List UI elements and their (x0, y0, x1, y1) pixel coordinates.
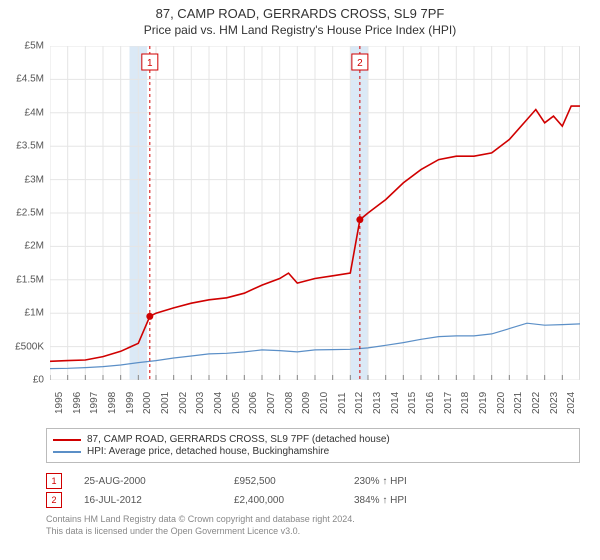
y-tick-label: £4.5M (16, 74, 44, 85)
svg-text:1: 1 (147, 58, 153, 69)
x-tick-label: 2006 (248, 392, 259, 414)
x-tick-label: 2014 (390, 392, 401, 414)
footer-line-2: This data is licensed under the Open Gov… (46, 526, 580, 538)
x-tick-label: 2023 (549, 392, 560, 414)
sale-marker-1: 1 (46, 473, 62, 489)
titles: 87, CAMP ROAD, GERRARDS CROSS, SL9 7PF P… (0, 0, 600, 37)
x-tick-label: 1999 (125, 392, 136, 414)
x-tick-label: 2015 (407, 392, 418, 414)
x-tick-label: 1997 (89, 392, 100, 414)
y-tick-label: £3.5M (16, 141, 44, 152)
y-tick-label: £1M (25, 308, 44, 319)
x-tick-label: 2018 (460, 392, 471, 414)
x-tick-label: 2003 (195, 392, 206, 414)
title-sub: Price paid vs. HM Land Registry's House … (0, 23, 600, 37)
x-tick-label: 2013 (372, 392, 383, 414)
x-tick-label: 2012 (354, 392, 365, 414)
sales-row-1: 1 25-AUG-2000 £952,500 230% ↑ HPI (46, 473, 580, 489)
legend-label-2: HPI: Average price, detached house, Buck… (87, 446, 329, 457)
x-tick-label: 2022 (531, 392, 542, 414)
footer-line-1: Contains HM Land Registry data © Crown c… (46, 514, 580, 526)
sales-table: 1 25-AUG-2000 £952,500 230% ↑ HPI 2 16-J… (46, 470, 580, 511)
x-tick-label: 1996 (72, 392, 83, 414)
sale-price-1: £952,500 (234, 476, 354, 487)
x-tick-label: 2004 (213, 392, 224, 414)
legend-swatch-2 (53, 451, 81, 453)
sale-price-2: £2,400,000 (234, 495, 354, 506)
y-tick-label: £3M (25, 174, 44, 185)
y-tick-label: £2.5M (16, 208, 44, 219)
x-tick-label: 2005 (231, 392, 242, 414)
svg-text:2: 2 (357, 58, 363, 69)
chart-svg: 12 (50, 46, 580, 380)
legend-row-1: 87, CAMP ROAD, GERRARDS CROSS, SL9 7PF (… (53, 434, 573, 445)
y-tick-label: £0 (33, 375, 44, 386)
chart-container: 87, CAMP ROAD, GERRARDS CROSS, SL9 7PF P… (0, 0, 600, 560)
sales-row-2: 2 16-JUL-2012 £2,400,000 384% ↑ HPI (46, 492, 580, 508)
legend-row-2: HPI: Average price, detached house, Buck… (53, 446, 573, 457)
y-axis-labels: £0£500K£1M£1.5M£2M£2.5M£3M£3.5M£4M£4.5M£… (0, 46, 48, 380)
y-tick-label: £5M (25, 41, 44, 52)
x-tick-label: 2007 (266, 392, 277, 414)
sale-marker-2: 2 (46, 492, 62, 508)
x-axis-labels: 1995 1996 1997 1998 1999 2000 2001 2002 2003 2004… (50, 382, 580, 432)
sale-date-2: 16-JUL-2012 (84, 495, 234, 506)
y-tick-label: £1.5M (16, 274, 44, 285)
x-tick-label: 2011 (337, 392, 348, 414)
sale-date-1: 25-AUG-2000 (84, 476, 234, 487)
footer: Contains HM Land Registry data © Crown c… (46, 514, 580, 537)
y-tick-label: £2M (25, 241, 44, 252)
x-tick-label: 2016 (425, 392, 436, 414)
legend-swatch-1 (53, 439, 81, 441)
x-tick-label: 2019 (478, 392, 489, 414)
x-tick-label: 2010 (319, 392, 330, 414)
x-tick-label: 2000 (142, 392, 153, 414)
x-tick-label: 2002 (178, 392, 189, 414)
sale-pct-1: 230% ↑ HPI (354, 476, 474, 487)
legend-label-1: 87, CAMP ROAD, GERRARDS CROSS, SL9 7PF (… (87, 434, 390, 445)
x-tick-label: 2020 (496, 392, 507, 414)
x-tick-label: 2017 (443, 392, 454, 414)
x-tick-label: 2021 (513, 392, 524, 414)
y-tick-label: £4M (25, 107, 44, 118)
x-tick-label: 2008 (284, 392, 295, 414)
y-tick-label: £500K (15, 341, 44, 352)
title-main: 87, CAMP ROAD, GERRARDS CROSS, SL9 7PF (0, 6, 600, 21)
x-tick-label: 1998 (107, 392, 118, 414)
chart-plot-area: 12 (50, 46, 580, 380)
x-tick-label: 1995 (54, 392, 65, 414)
x-tick-label: 2001 (160, 392, 171, 414)
x-tick-label: 2024 (566, 392, 577, 414)
legend: 87, CAMP ROAD, GERRARDS CROSS, SL9 7PF (… (46, 428, 580, 463)
x-tick-label: 2009 (301, 392, 312, 414)
sale-pct-2: 384% ↑ HPI (354, 495, 474, 506)
